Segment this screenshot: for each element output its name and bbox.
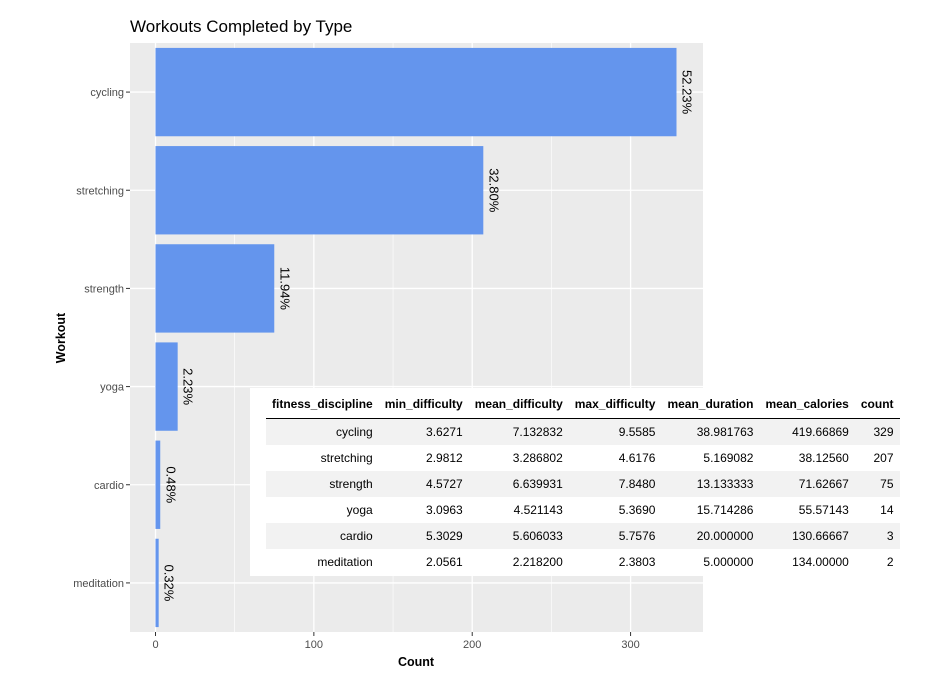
y-tick-label-yoga: yoga (100, 382, 125, 394)
table-cell: 5.000000 (703, 555, 754, 569)
table-cell: 15.714286 (696, 503, 754, 517)
table-cell: 55.57143 (798, 503, 849, 517)
table-cell: cycling (266, 418, 379, 445)
bar-labels: 52.23% 32.80% 11.94% 2.23% 0.48% 0.32% (162, 70, 695, 602)
table-cell: 207 (873, 451, 894, 465)
table-row: strength 4.5727 6.639931 7.8480 13.133333 71.… (266, 471, 900, 497)
bar-label-strength: 11.94% (277, 267, 292, 311)
table-cell: 5.7576 (568, 523, 662, 549)
axes: cycling stretching strength yoga cardio medit… (73, 87, 640, 651)
table-cell: 3.286802 (512, 451, 563, 465)
table-cell: yoga (346, 503, 373, 517)
table-cell: meditation (317, 555, 373, 569)
table-cell: 4.5727 (378, 471, 469, 497)
table-cell: 5.3690 (618, 503, 656, 517)
table-cell: 7.8480 (568, 471, 662, 497)
table-cell: 134.00000 (792, 555, 849, 569)
table-cell: 5.606033 (468, 523, 569, 549)
table-column-header: count (854, 390, 900, 419)
table-cell: 4.521143 (513, 503, 563, 517)
table-column-header: mean_calories (759, 390, 855, 419)
table-cell: 3 (854, 523, 900, 549)
table-cell: 2.218200 (512, 555, 563, 569)
y-tick-label-meditation: meditation (73, 578, 124, 590)
table-column-header: mean_duration (661, 390, 760, 419)
bars (155, 47, 677, 628)
table-row: yoga 3.0963 4.521143 5.3690 15.714286 55.5714… (266, 497, 900, 523)
table-cell: 7.132832 (468, 418, 569, 445)
table-cell: 75 (854, 471, 900, 497)
table-column-header: mean_difficulty (468, 390, 569, 419)
y-tick-label-strength: strength (84, 283, 124, 295)
x-tick-label: 100 (305, 639, 323, 651)
table-cell: 5.169082 (703, 451, 754, 465)
table-row: cardio 5.3029 5.606033 5.7576 20.000000 130.6… (266, 523, 900, 549)
table-cell: 13.133333 (661, 471, 760, 497)
bar-strength (155, 244, 275, 333)
table-cell: 130.66667 (759, 523, 855, 549)
bar-label-stretching: 32.80% (486, 168, 501, 213)
table-cell: 419.66869 (759, 418, 855, 445)
table-cell: 71.62667 (759, 471, 855, 497)
bar-cardio (155, 440, 161, 529)
table-cell: 5.3029 (378, 523, 469, 549)
table-cell: 329 (854, 418, 900, 445)
bar-label-cardio: 0.48% (163, 466, 178, 503)
table-cell: 2.3803 (618, 555, 656, 569)
table-column-header: min_difficulty (378, 390, 469, 419)
bar-label-meditation: 0.32% (162, 564, 177, 601)
table-cell: 38.981763 (661, 418, 760, 445)
chart-title: Workouts Completed by Type (130, 17, 352, 36)
table-body: cycling 3.6271 7.132832 9.5585 38.981763 419.… (266, 418, 900, 576)
x-tick-label: 0 (152, 639, 158, 651)
y-tick-label-cycling: cycling (90, 87, 124, 99)
table-cell: 14 (880, 503, 894, 517)
x-axis-title: Count (398, 655, 435, 669)
table-cell: 2 (886, 555, 894, 569)
table-cell: 3.0963 (426, 503, 463, 517)
bar-stretching (155, 146, 484, 235)
bar-meditation (155, 538, 159, 628)
table-cell: 3.6271 (378, 418, 469, 445)
table-cell: 9.5585 (568, 418, 662, 445)
table-cell: 38.12560 (798, 451, 849, 465)
y-tick-label-cardio: cardio (94, 480, 124, 492)
table-cell: 2.0561 (426, 555, 463, 569)
table-cell: 6.639931 (468, 471, 569, 497)
x-tick-label: 300 (621, 639, 639, 651)
bar-yoga (155, 342, 178, 431)
table-cell: strength (266, 471, 379, 497)
y-tick-label-stretching: stretching (76, 185, 124, 197)
bar-label-yoga: 2.23% (181, 368, 196, 405)
bar-cycling (155, 47, 677, 137)
table-cell: stretching (320, 451, 373, 465)
table-column-header: max_difficulty (568, 390, 662, 419)
table-cell: cardio (266, 523, 379, 549)
table-cell: 20.000000 (661, 523, 760, 549)
table-row: meditation 2.0561 2.218200 2.3803 5.000000 13… (266, 549, 900, 575)
table-cell: 4.6176 (618, 451, 656, 465)
summary-table: fitness_discipline min_difficulty mean_dif… (266, 390, 900, 575)
table-header-row: fitness_discipline min_difficulty mean_dif… (266, 390, 900, 419)
bar-label-cycling: 52.23% (680, 70, 695, 115)
summary-table-panel: fitness_discipline min_difficulty mean_dif… (250, 388, 940, 576)
table-row: cycling 3.6271 7.132832 9.5585 38.981763 419.… (266, 418, 900, 445)
table-column-header: fitness_discipline (266, 390, 379, 419)
y-axis-title: Workout (54, 312, 68, 363)
table-row: stretching 2.9812 3.286802 4.6176 5.169082 38… (266, 445, 900, 471)
table-cell: 2.9812 (426, 451, 463, 465)
x-tick-label: 200 (463, 639, 481, 651)
